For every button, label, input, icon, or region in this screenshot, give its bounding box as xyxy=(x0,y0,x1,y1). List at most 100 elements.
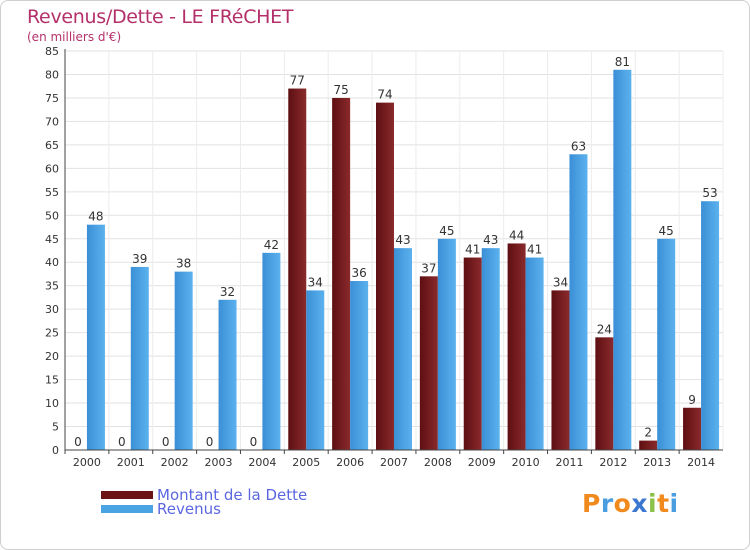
logo-letter: r xyxy=(600,489,614,518)
debt-bar xyxy=(507,243,526,450)
x-tick-label: 2014 xyxy=(687,456,715,469)
legend-item-revenue: Revenus xyxy=(101,500,221,518)
debt-value-label: 24 xyxy=(597,322,612,336)
revenue-value-label: 41 xyxy=(527,243,542,257)
revenue-value-label: 43 xyxy=(483,233,498,247)
debt-bar xyxy=(376,102,394,451)
proxiti-logo: Proxiti xyxy=(582,489,679,518)
debt-value-label: 41 xyxy=(465,243,480,257)
revenue-bar xyxy=(130,266,149,450)
y-tick-label: 50 xyxy=(45,209,59,222)
y-tick-label: 0 xyxy=(52,444,59,457)
logo-letter: o xyxy=(613,489,632,518)
bars xyxy=(86,69,720,451)
debt-bar xyxy=(419,276,438,450)
debt-value-label: 0 xyxy=(206,435,214,449)
y-tick-label: 25 xyxy=(45,327,59,340)
y-tick-label: 75 xyxy=(45,92,59,105)
x-tick-label: 2001 xyxy=(117,456,145,469)
debt-value-label: 0 xyxy=(250,435,258,449)
revenue-bar xyxy=(86,224,105,450)
debt-bar xyxy=(595,337,614,450)
debt-bar xyxy=(288,88,307,450)
debt-value-label: 34 xyxy=(553,275,568,289)
x-tick-label: 2006 xyxy=(336,456,364,469)
legend-swatch-debt xyxy=(101,491,153,499)
debt-value-label: 75 xyxy=(333,83,348,97)
debt-value-label: 9 xyxy=(688,393,696,407)
revenue-bar xyxy=(262,252,281,450)
revenue-value-label: 53 xyxy=(702,186,717,200)
revenue-bar xyxy=(174,271,193,450)
logo-letter: P xyxy=(582,489,601,518)
debt-value-label: 44 xyxy=(509,228,524,242)
y-tick-label: 35 xyxy=(45,280,59,293)
revenue-value-label: 45 xyxy=(439,224,454,238)
logo-letter: i xyxy=(648,489,658,518)
x-tick-label: 2008 xyxy=(424,456,452,469)
y-tick-label: 30 xyxy=(45,303,59,316)
revenue-value-label: 63 xyxy=(571,139,586,153)
revenue-bar xyxy=(569,154,588,451)
revenue-bar xyxy=(350,281,369,450)
y-tick-label: 85 xyxy=(45,45,59,58)
revenue-value-label: 42 xyxy=(264,238,279,252)
revenue-bar xyxy=(701,201,720,450)
debt-bar xyxy=(551,290,570,450)
revenue-value-label: 36 xyxy=(351,266,366,280)
chart-title: Revenus/Dette - LE FRéCHET xyxy=(27,6,294,28)
revenue-value-label: 48 xyxy=(88,210,103,224)
y-tick-label: 80 xyxy=(45,68,59,81)
y-tick-label: 5 xyxy=(52,421,59,434)
revenue-value-label: 38 xyxy=(176,257,191,271)
logo-letter: i xyxy=(669,489,679,518)
logo-letter: x xyxy=(631,489,648,518)
revenue-value-label: 43 xyxy=(395,233,410,247)
x-tick-label: 2005 xyxy=(292,456,320,469)
y-tick-label: 60 xyxy=(45,162,59,175)
revenue-bar xyxy=(481,248,500,450)
debt-value-label: 0 xyxy=(74,435,82,449)
y-tick-label: 70 xyxy=(45,115,59,128)
x-tick-label: 2010 xyxy=(512,456,540,469)
x-tick-label: 2003 xyxy=(205,456,233,469)
y-tick-label: 40 xyxy=(45,256,59,269)
debt-bar xyxy=(463,257,482,450)
debt-value-label: 37 xyxy=(421,261,436,275)
x-tick-label: 2009 xyxy=(468,456,496,469)
logo-letter: t xyxy=(657,489,670,518)
x-tick-label: 2013 xyxy=(643,456,671,469)
legend-label-revenue: Revenus xyxy=(157,500,221,518)
revenue-value-label: 32 xyxy=(220,285,235,299)
y-tick-label: 55 xyxy=(45,186,59,199)
revenue-value-label: 45 xyxy=(659,224,674,238)
revenue-value-label: 81 xyxy=(615,55,630,69)
revenue-bar xyxy=(218,299,237,450)
x-tick-label: 2004 xyxy=(248,456,276,469)
debt-value-label: 77 xyxy=(290,74,305,88)
y-tick-label: 20 xyxy=(45,350,59,363)
revenue-bar xyxy=(525,257,544,450)
chart-subtitle: (en milliers d'€) xyxy=(27,30,122,44)
x-tick-label: 2007 xyxy=(380,456,408,469)
debt-value-label: 2 xyxy=(644,426,652,440)
debt-bar xyxy=(683,407,702,450)
revenue-value-label: 39 xyxy=(132,252,147,266)
revenue-bar xyxy=(394,248,412,450)
legend-item-debt: Montant de la Dette xyxy=(101,486,307,504)
revenue-value-label: 34 xyxy=(308,275,323,289)
y-tick-label: 10 xyxy=(45,397,59,410)
debt-value-label: 74 xyxy=(377,88,392,102)
revenue-bar xyxy=(613,69,632,450)
revenue-bar xyxy=(657,238,676,450)
debt-bar xyxy=(639,440,658,450)
y-tick-label: 45 xyxy=(45,233,59,246)
debt-value-label: 0 xyxy=(118,435,126,449)
y-tick-label: 65 xyxy=(45,139,59,152)
legend-swatch-revenue xyxy=(101,505,153,513)
y-tick-label: 15 xyxy=(45,374,59,387)
